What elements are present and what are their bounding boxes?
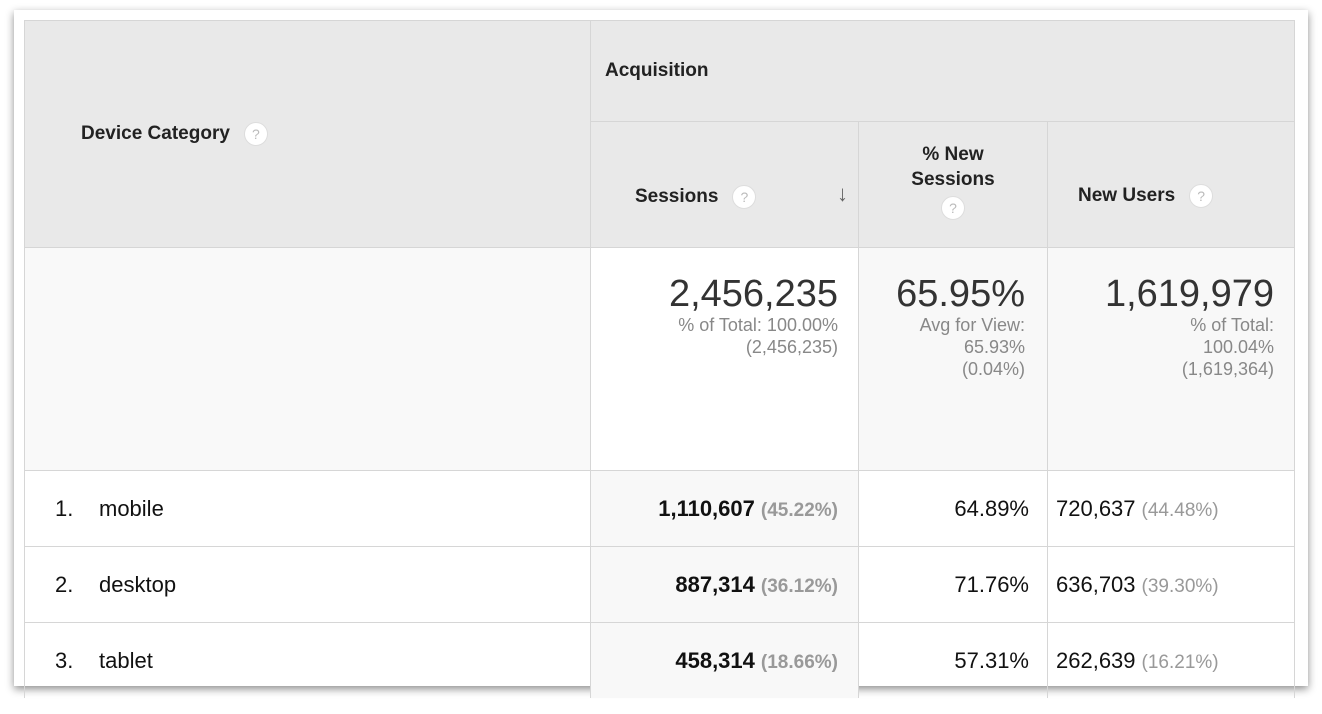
new-sessions-label: % New Sessions	[911, 144, 995, 190]
new-users-value: 262,639	[1056, 647, 1136, 673]
sessions-pct: (18.66%)	[760, 651, 838, 673]
new-users-value: 636,703	[1056, 571, 1136, 597]
sessions-share: % of Total: 100.00%	[678, 315, 838, 335]
summary-label-cell	[24, 247, 591, 471]
dimension-label: Device Category	[81, 123, 230, 145]
device-cell: 1. mobile	[24, 470, 591, 547]
new-users-pct: (39.30%)	[1141, 575, 1219, 597]
sessions-header[interactable]: Sessions? ↓	[590, 121, 859, 248]
help-icon[interactable]: ?	[732, 184, 757, 209]
new-users-label: New Users	[1078, 184, 1176, 206]
acquisition-group-header: Acquisition	[590, 20, 1295, 122]
table-row: 2. desktop 887,314 (36.12%) 71.76% 636,703…	[24, 546, 1295, 623]
total-new-users: 1,619,979	[1104, 273, 1274, 315]
sessions-value: 458,314	[675, 647, 755, 673]
help-icon[interactable]: ?	[243, 122, 268, 146]
report-card: Device Category? Acquisition Sessions? ↓…	[14, 10, 1308, 698]
sessions-pct: (45.22%)	[760, 499, 838, 521]
help-icon[interactable]: ?	[941, 196, 965, 220]
new-sessions-cell: 57.31%	[858, 622, 1048, 698]
group-label: Acquisition	[605, 60, 709, 81]
avg-diff: (0.04%)	[961, 359, 1025, 379]
new-users-cell: 636,703 (39.30%)	[1047, 546, 1295, 623]
new-sessions-cell: 71.76%	[858, 546, 1048, 623]
new-users-value: 720,637	[1056, 495, 1136, 521]
summary-new-sessions: 65.95% Avg for View: 65.93% (0.04%)	[858, 247, 1048, 471]
dimension-header[interactable]: Device Category?	[24, 20, 591, 248]
device-cell: 3. tablet	[24, 622, 591, 698]
device-category-table: Device Category? Acquisition Sessions? ↓…	[24, 20, 1295, 698]
new-sessions-value: 64.89%	[954, 495, 1029, 521]
sessions-pct: (36.12%)	[760, 575, 838, 597]
device-cell: 2. desktop	[24, 546, 591, 623]
device-link[interactable]: desktop	[99, 571, 177, 597]
sessions-value: 887,314	[675, 571, 755, 597]
sessions-cell: 887,314 (36.12%)	[590, 546, 859, 623]
sessions-value: 1,110,607	[658, 495, 755, 521]
new-sessions-value: 71.76%	[954, 571, 1029, 597]
row-index: 3.	[55, 647, 74, 673]
sort-descending-icon[interactable]: ↓	[837, 180, 848, 206]
device-link[interactable]: mobile	[99, 495, 164, 521]
sessions-cell: 1,110,607 (45.22%)	[590, 470, 859, 547]
summary-row: 2,456,235 % of Total: 100.00% (2,456,235…	[24, 247, 1295, 471]
summary-sessions: 2,456,235 % of Total: 100.00% (2,456,235…	[590, 247, 859, 471]
new-users-share: 100.04%	[1202, 337, 1274, 357]
help-icon[interactable]: ?	[1189, 183, 1214, 208]
avg-label: Avg for View:	[919, 315, 1025, 335]
summary-new-users: 1,619,979 % of Total: 100.04% (1,619,364…	[1047, 247, 1295, 471]
sessions-label: Sessions	[635, 185, 719, 207]
avg-new-sessions: 65.95%	[896, 273, 1025, 315]
new-sessions-value: 57.31%	[954, 647, 1029, 673]
row-index: 1.	[55, 495, 74, 521]
new-users-total: (1,619,364)	[1181, 359, 1274, 379]
sessions-total: (2,456,235)	[745, 337, 838, 357]
new-users-share-label: % of Total:	[1190, 315, 1274, 335]
new-users-pct: (16.21%)	[1141, 651, 1219, 673]
new-users-cell: 720,637 (44.48%)	[1047, 470, 1295, 547]
avg-value: 65.93%	[963, 337, 1025, 357]
sessions-cell: 458,314 (18.66%)	[590, 622, 859, 698]
new-users-header[interactable]: New Users?	[1047, 121, 1295, 248]
table-row: 1. mobile 1,110,607 (45.22%) 64.89% 720,63…	[24, 470, 1295, 547]
total-sessions: 2,456,235	[668, 273, 838, 315]
row-index: 2.	[55, 571, 74, 597]
new-sessions-cell: 64.89%	[858, 470, 1048, 547]
device-link[interactable]: tablet	[99, 647, 153, 673]
new-sessions-header[interactable]: % New Sessions ?	[858, 121, 1048, 248]
new-users-cell: 262,639 (16.21%)	[1047, 622, 1295, 698]
table-row: 3. tablet 458,314 (18.66%) 57.31% 262,639(…	[24, 622, 1295, 698]
new-users-pct: (44.48%)	[1141, 499, 1219, 521]
